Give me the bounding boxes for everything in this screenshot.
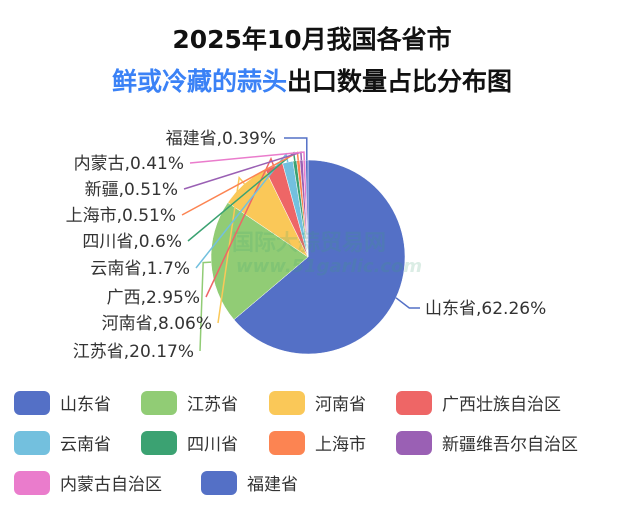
legend-swatch — [141, 430, 177, 455]
label-line-8 — [189, 151, 306, 164]
legend-item-4[interactable]: 云南省 — [14, 430, 111, 455]
legend-item-7[interactable]: 新疆维吾尔自治区 — [396, 430, 578, 455]
legend-item-9[interactable]: 福建省 — [201, 470, 298, 495]
legend-label: 四川省 — [187, 435, 238, 455]
chart-title-line2: 鲜或冷藏的蒜头出口数量占比分布图 — [0, 62, 624, 98]
watermark-cn: 国际大蒜贸易网 — [232, 231, 386, 256]
legend-swatch — [141, 390, 177, 415]
data-label-5: 四川省,0.6% — [82, 232, 182, 252]
legend-swatch — [201, 470, 237, 495]
data-label-1: 江苏省,20.17% — [73, 342, 194, 362]
data-label-7: 新疆,0.51% — [85, 180, 178, 200]
legend-label: 云南省 — [60, 435, 111, 455]
legend-label: 福建省 — [247, 475, 298, 495]
watermark: 国际大蒜贸易网 www.51garlic.com — [232, 231, 422, 277]
watermark-url: www.51garlic.com — [236, 256, 422, 277]
data-label-6: 上海市,0.51% — [66, 206, 176, 226]
data-label-4: 云南省,1.7% — [90, 259, 190, 279]
legend-item-6[interactable]: 上海市 — [269, 430, 366, 455]
data-label-8: 内蒙古,0.41% — [74, 154, 184, 174]
legend-item-3[interactable]: 广西壮族自治区 — [396, 390, 561, 415]
legend-label: 新疆维吾尔自治区 — [442, 435, 578, 455]
title-rest: 出口数量占比分布图 — [287, 67, 513, 96]
legend-item-5[interactable]: 四川省 — [141, 430, 238, 455]
legend-item-1[interactable]: 江苏省 — [141, 390, 238, 415]
chart-title-line1: 2025年10月我国各省市 — [172, 25, 452, 54]
label-line-0 — [395, 297, 420, 309]
legend-swatch — [14, 430, 50, 455]
legend-swatch — [269, 430, 305, 455]
data-label-0: 山东省,62.26% — [425, 299, 546, 319]
legend-label: 山东省 — [60, 395, 111, 415]
legend-swatch — [14, 390, 50, 415]
legend-label: 内蒙古自治区 — [60, 475, 162, 495]
data-label-9: 福建省,0.39% — [166, 129, 276, 149]
title-highlight: 鲜或冷藏的蒜头 — [111, 67, 287, 96]
legend-item-2[interactable]: 河南省 — [269, 390, 366, 415]
data-label-2: 河南省,8.06% — [102, 314, 212, 334]
legend-swatch — [14, 470, 50, 495]
data-label-3: 广西,2.95% — [107, 288, 200, 308]
legend-label: 江苏省 — [187, 395, 238, 415]
legend-label: 广西壮族自治区 — [442, 395, 561, 415]
legend-label: 上海市 — [315, 435, 366, 455]
legend-item-0[interactable]: 山东省 — [14, 390, 111, 415]
label-line-3 — [205, 156, 275, 298]
label-line-1 — [199, 261, 212, 352]
pie-slice-9[interactable] — [305, 159, 309, 258]
legend-item-8[interactable]: 内蒙古自治区 — [14, 470, 162, 495]
legend-swatch — [269, 390, 305, 415]
label-line-9 — [284, 137, 308, 161]
legend-swatch — [396, 430, 432, 455]
legend-swatch — [396, 390, 432, 415]
legend-label: 河南省 — [315, 395, 366, 415]
